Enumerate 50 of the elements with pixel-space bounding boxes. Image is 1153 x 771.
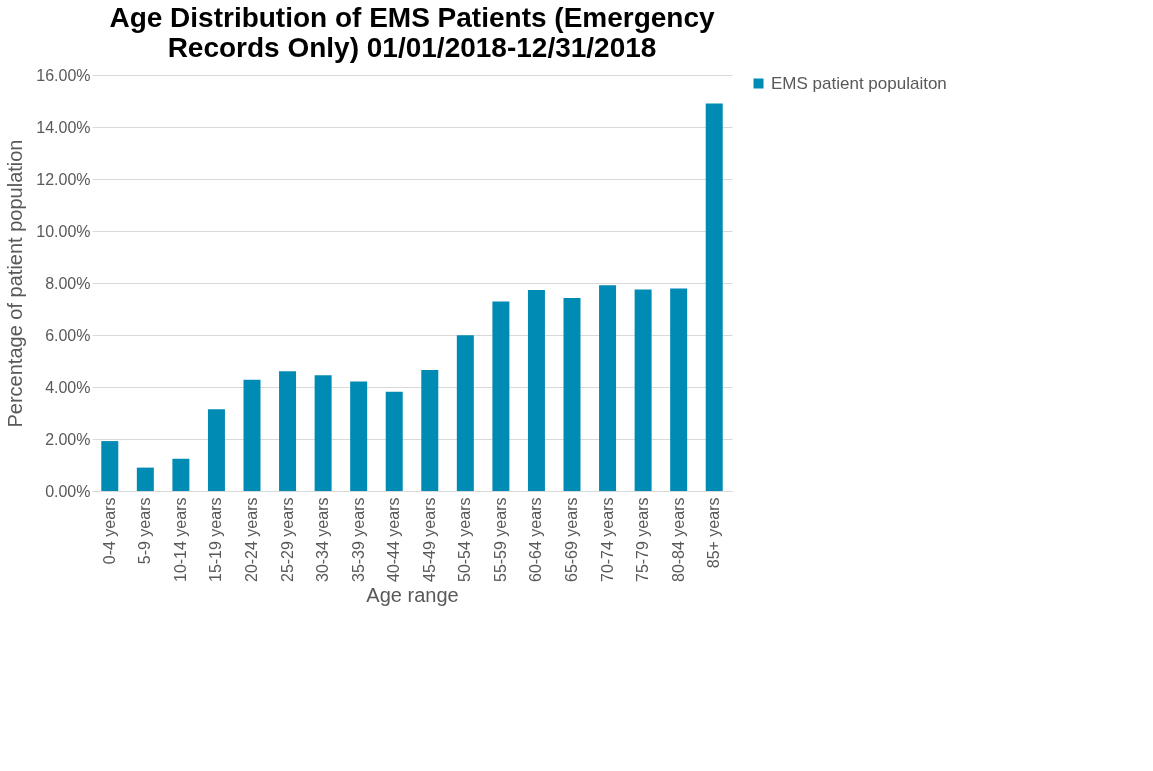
bar [670, 288, 688, 491]
bar [456, 335, 474, 491]
bar [279, 371, 297, 491]
text: Records Only) 01/01/2018-12/31/2018 [167, 32, 657, 63]
y-tick-label: 2.00% [45, 430, 91, 448]
bar [599, 285, 617, 491]
x-tick-label: 65-69 years [563, 497, 580, 582]
bar [350, 381, 368, 491]
y-axis-title: Percentage of patient population [4, 139, 27, 428]
x-tick-label: 55-59 years [491, 497, 509, 582]
bar [172, 458, 190, 491]
y-tick-label: 0.00% [45, 482, 91, 500]
y-tick-label: 16.00% [36, 66, 91, 84]
y-tick-label: 8.00% [45, 274, 91, 292]
bar [243, 379, 261, 491]
y-tick-label: 12.00% [36, 170, 91, 188]
bar [705, 103, 723, 491]
x-tick-label: 35-39 years [349, 497, 367, 582]
y-tick-label: 14.00% [36, 118, 91, 136]
x-tick-label: 85+ years [705, 497, 723, 569]
x-tick-label: 10-14 years [171, 497, 189, 582]
bar [563, 298, 581, 491]
x-tick-label: 75-79 years [634, 497, 652, 582]
x-tick-label: 40-44 years [385, 497, 403, 582]
bar [136, 467, 154, 491]
y-tick-label: 10.00% [36, 222, 91, 240]
bar [385, 391, 403, 491]
x-tick-label: 70-74 years [598, 497, 616, 582]
x-tick-label: 30-34 years [314, 497, 332, 582]
bar [527, 290, 545, 491]
x-tick-label: 15-19 years [207, 497, 225, 582]
x-tick-label: 0-4 years [100, 497, 118, 565]
x-tick-label: 45-49 years [420, 497, 438, 582]
y-tick-label: 6.00% [45, 326, 91, 344]
text: Age Distribution of EMS Patients (Emergency [109, 2, 715, 33]
bar [207, 409, 225, 491]
legend-label: EMS patient populaiton [771, 73, 947, 93]
bar [634, 289, 652, 491]
x-tick-label: 20-24 years [243, 497, 260, 582]
x-tick-label: 50-54 years [456, 497, 474, 582]
bar [101, 441, 119, 491]
bar [421, 370, 439, 491]
bar [314, 375, 332, 491]
x-tick-label: 5-9 years [136, 497, 154, 565]
x-axis-title: Age range [366, 583, 459, 606]
x-tick-label: 80-84 years [669, 497, 687, 582]
x-tick-label: 25-29 years [278, 497, 296, 582]
bar [492, 301, 510, 491]
y-tick-label: 4.00% [45, 378, 91, 396]
x-tick-label: 60-64 years [527, 497, 545, 582]
